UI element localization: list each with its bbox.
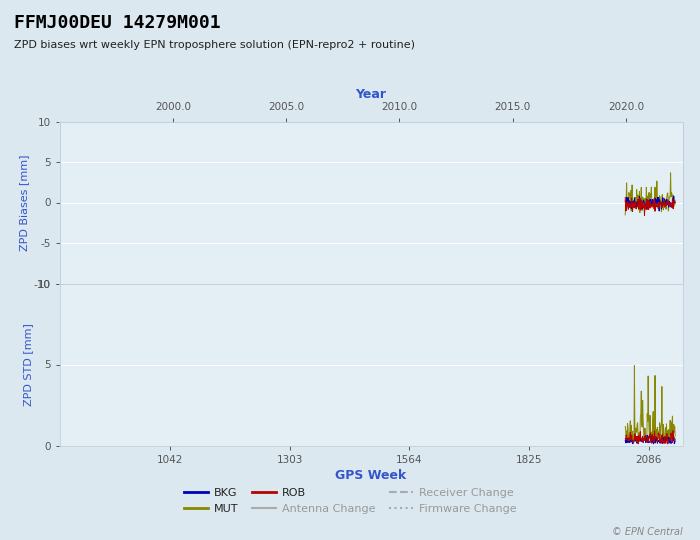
Text: FFMJ00DEU 14279M001: FFMJ00DEU 14279M001 — [14, 14, 220, 31]
Text: © EPN Central: © EPN Central — [612, 527, 682, 537]
Legend: BKG, MUT, ROB, Antenna Change, Receiver Change, Firmware Change: BKG, MUT, ROB, Antenna Change, Receiver … — [179, 484, 521, 518]
Y-axis label: ZPD STD [mm]: ZPD STD [mm] — [23, 323, 33, 406]
Y-axis label: ZPD Biases [mm]: ZPD Biases [mm] — [20, 154, 29, 251]
X-axis label: GPS Week: GPS Week — [335, 469, 407, 482]
X-axis label: Year: Year — [356, 89, 386, 102]
Text: ZPD biases wrt weekly EPN troposphere solution (EPN-repro2 + routine): ZPD biases wrt weekly EPN troposphere so… — [14, 40, 415, 51]
